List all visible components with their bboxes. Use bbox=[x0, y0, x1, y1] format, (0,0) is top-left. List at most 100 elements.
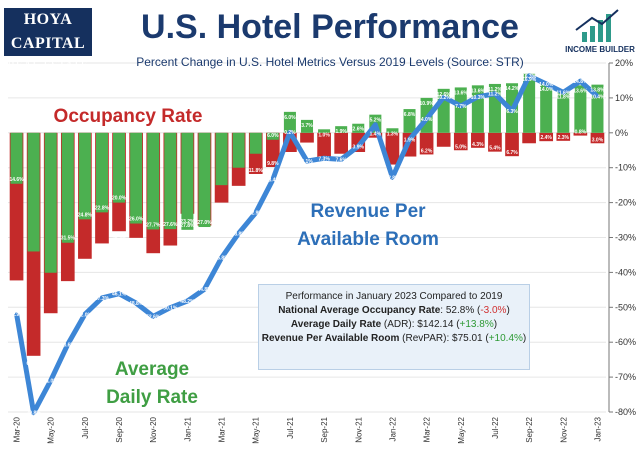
occupancy-data-label: 31.7% bbox=[95, 248, 110, 254]
revpar-point bbox=[185, 299, 189, 303]
occupancy-row-close: ) bbox=[506, 305, 510, 316]
revpar-point bbox=[220, 256, 224, 260]
adr-bar bbox=[386, 128, 399, 133]
x-tick-label: Jul-21 bbox=[286, 416, 295, 438]
occupancy-data-label: 23.2% bbox=[180, 219, 195, 225]
revpar-point bbox=[168, 306, 172, 310]
revpar-data-label: 0.2% bbox=[284, 130, 296, 136]
revpar-point bbox=[288, 130, 292, 134]
revpar-data-label: 7.6% bbox=[335, 157, 347, 163]
occupancy-data-label: 5.4% bbox=[489, 146, 501, 152]
occupancy-row-value: : 52.8% ( bbox=[440, 305, 481, 316]
revpar-line-group bbox=[14, 73, 600, 416]
revpar-data-label: 48.2% bbox=[180, 299, 195, 305]
occupancy-data-label: 1.4% bbox=[370, 132, 382, 138]
adr-bar bbox=[113, 132, 126, 203]
adr-bar bbox=[300, 119, 314, 133]
adr-data-label: 6.8% bbox=[404, 112, 416, 118]
adr-data-label: 13.8% bbox=[590, 88, 605, 94]
adr-bars bbox=[10, 73, 604, 273]
x-tick-label: May-21 bbox=[252, 416, 261, 443]
occupancy-bar bbox=[522, 132, 536, 144]
x-tick-label: Jan-23 bbox=[593, 416, 602, 441]
y-tick-label: -80% bbox=[615, 407, 636, 417]
occupancy-data-label: 2.3% bbox=[558, 135, 570, 141]
revpar-data-label: 3.9% bbox=[353, 144, 365, 150]
x-tick-label: May-22 bbox=[457, 416, 466, 443]
y-tick-label: -40% bbox=[615, 267, 636, 277]
revpar-point bbox=[151, 314, 155, 318]
adr-data-label: 24.8% bbox=[78, 212, 93, 218]
revpar-data-label: 16.3% bbox=[522, 74, 537, 80]
adr-data-label: 11.8% bbox=[556, 95, 570, 101]
adr-data-label: 2.6% bbox=[353, 127, 365, 133]
adr-data-label: 11.2% bbox=[488, 87, 502, 93]
revpar-data-label: 46.1% bbox=[112, 292, 127, 298]
adr-bar bbox=[232, 132, 245, 168]
summary-heading: Performance in January 2023 Compared to … bbox=[285, 291, 503, 302]
x-tick-label: May-20 bbox=[47, 416, 56, 443]
revpar-point bbox=[254, 211, 258, 215]
occupancy-data-label: 20.0% bbox=[214, 208, 229, 214]
revpar-data-label: 71.0% bbox=[44, 379, 59, 385]
income-builder-logo: INCOME BUILDER bbox=[562, 8, 638, 58]
revpar-point bbox=[595, 95, 599, 99]
revpar-point bbox=[356, 144, 360, 148]
adr-row-value: (ADR): $142.14 ( bbox=[381, 319, 460, 330]
revpar-row-change: +10.4% bbox=[488, 333, 523, 344]
adr-bar bbox=[198, 132, 211, 228]
adr-row-close: ) bbox=[493, 319, 498, 330]
occupancy-bar bbox=[368, 132, 383, 138]
adr-bar bbox=[403, 109, 416, 133]
revpar-point bbox=[339, 157, 343, 161]
revpar-point bbox=[134, 301, 138, 305]
occupancy-bar bbox=[471, 132, 485, 148]
x-tick-label: Nov-22 bbox=[559, 416, 568, 442]
series-annotations: Occupancy Rate Revenue Per Available Roo… bbox=[54, 106, 439, 408]
occupancy-data-label: 34.5% bbox=[146, 258, 161, 264]
y-tick-label: -30% bbox=[615, 233, 636, 243]
y-tick-label: -10% bbox=[615, 163, 636, 173]
adr-data-label: 13.6% bbox=[454, 90, 469, 96]
adr-data-label: 27.7% bbox=[146, 222, 161, 228]
adr-data-label: 27.8% bbox=[180, 223, 195, 229]
x-tick-label: Nov-20 bbox=[149, 416, 158, 442]
revpar-data-label: 79.8% bbox=[27, 411, 42, 417]
revpar-data-label: 44.8% bbox=[197, 287, 212, 293]
occupancy-bar bbox=[419, 132, 434, 155]
adr-data-label: 14.6% bbox=[9, 177, 24, 183]
adr-bar bbox=[557, 91, 570, 133]
y-tick-label: -20% bbox=[615, 198, 636, 208]
revpar-data-label: 52.6% bbox=[146, 314, 161, 320]
revpar-data-label: 28.8% bbox=[232, 231, 247, 237]
adr-data-label: 1.9% bbox=[335, 129, 347, 135]
occupancy-data-label: 42.5% bbox=[61, 286, 76, 292]
adr-bar bbox=[283, 111, 296, 133]
revpar-data-label: 7.3% bbox=[318, 156, 330, 162]
adr-data-label: 12.6% bbox=[437, 92, 452, 98]
revpar-row-label: Revenue Per Available Room bbox=[261, 333, 400, 344]
summary-box: Performance in January 2023 Compared to … bbox=[258, 284, 530, 370]
revpar-data-label: 35.8% bbox=[214, 256, 229, 262]
revpar-point bbox=[305, 159, 309, 163]
revpar-data-label: 10.2% bbox=[437, 95, 452, 101]
occupancy-data-label: 2.4% bbox=[540, 135, 552, 141]
adr-annotation-line2: Daily Rate bbox=[106, 387, 198, 408]
occupancy-data-label: 28.2% bbox=[112, 236, 127, 242]
revpar-row-close: ) bbox=[522, 333, 527, 344]
x-tick-label: Sep-20 bbox=[115, 416, 124, 442]
adr-data-label: 6.0% bbox=[267, 133, 279, 139]
adr-bar bbox=[540, 83, 553, 133]
revpar-point bbox=[66, 342, 70, 346]
x-tick-label: Jul-22 bbox=[491, 416, 500, 438]
adr-row-label: Average Daily Rate bbox=[290, 319, 382, 330]
y-axis: 20% 10% 0% -10% -20% -30% -40% -50% -60% -70% -80% bbox=[608, 58, 636, 417]
occupancy-bar bbox=[453, 132, 468, 151]
occupancy-data-label: 63.9% bbox=[27, 361, 42, 367]
occupancy-data-label: 0.8% bbox=[575, 130, 587, 136]
revpar-row-value: (RevPAR): $75.01 ( bbox=[399, 333, 489, 344]
revpar-data-label: 48.8% bbox=[129, 301, 144, 307]
revpar-data-label: 7.7% bbox=[455, 104, 467, 110]
occupancy-data-label: 26.6% bbox=[197, 231, 212, 237]
